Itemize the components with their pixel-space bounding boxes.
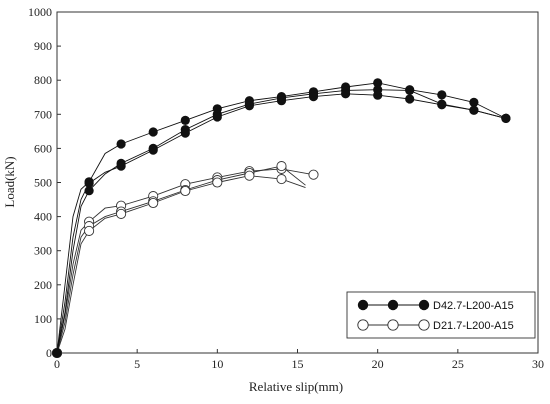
y-tick-label: 300: [34, 244, 52, 258]
open-data-point: [180, 185, 191, 197]
open-data-point: [244, 170, 255, 181]
y-tick-label: 0: [46, 346, 52, 360]
y-tick-label: 800: [34, 73, 52, 87]
filled-data-point: [373, 78, 383, 88]
y-tick-label: 200: [34, 278, 52, 292]
open-data-point: [84, 225, 95, 236]
y-tick-label: 400: [34, 210, 52, 224]
legend-filled-circle-marker: [357, 299, 369, 311]
filled-data-point: [52, 348, 62, 358]
x-axis-label: Relative slip(mm): [249, 379, 343, 394]
filled-data-point: [180, 128, 190, 138]
legend-entry-d21: D21.7-L200-A15: [357, 319, 514, 332]
y-tick-label: 700: [34, 107, 52, 121]
axis-ticks: 0 5 10 15 20 25 300100200300400500600700800900…: [28, 5, 544, 371]
open-data-point: [276, 174, 287, 185]
filled-data-point: [116, 161, 126, 171]
filled-data-point: [84, 186, 94, 196]
legend-open-circle-marker: [387, 319, 399, 331]
filled-data-point: [308, 92, 319, 102]
y-tick-label: 100: [34, 312, 52, 326]
series-D21.7-L200-A15: [51, 161, 319, 359]
x-tick-label: 5: [134, 357, 140, 371]
filled-data-point: [341, 89, 351, 99]
filled-data-point: [469, 105, 479, 115]
legend-label-d21: D21.7-L200-A15: [433, 320, 514, 332]
filled-data-point: [84, 178, 94, 188]
x-tick-label: 20: [372, 357, 384, 371]
x-tick-label: 10: [211, 357, 223, 371]
data-curves: [51, 78, 511, 359]
open-data-point: [148, 197, 159, 209]
filled-data-point: [501, 113, 511, 123]
filled-data-point: [180, 115, 190, 125]
y-tick-label: 600: [34, 141, 52, 155]
filled-data-point: [148, 145, 158, 155]
legend-open-circle-marker: [418, 319, 430, 331]
legend-filled-circle-marker: [418, 299, 430, 311]
open-series-line-2: [56, 165, 306, 354]
series-D42.7-L200-A15: [52, 78, 511, 358]
legend-label-d42: D42.7-L200-A15: [433, 300, 514, 312]
x-tick-label: 0: [54, 357, 60, 371]
filled-data-point: [244, 101, 254, 111]
filled-data-point: [437, 100, 447, 110]
filled-data-point: [212, 112, 222, 122]
x-tick-label: 25: [452, 357, 464, 371]
legend-entry-d42: D42.7-L200-A15: [357, 299, 514, 312]
open-data-point: [212, 177, 223, 188]
filled-data-point: [148, 127, 158, 137]
open-data-point: [308, 169, 319, 180]
open-data-point: [116, 208, 127, 219]
x-tick-label: 30: [532, 357, 544, 371]
y-axis-label: Load(kN): [2, 156, 17, 207]
legend-open-circle-marker: [357, 319, 369, 331]
filled-data-point: [469, 97, 479, 107]
filled-data-point: [116, 139, 126, 149]
filled-data-point: [437, 90, 447, 100]
legend-box: [346, 291, 536, 339]
y-tick-label: 500: [34, 176, 52, 190]
open-series-line-3: [56, 175, 306, 354]
x-tick-label: 15: [292, 357, 304, 371]
filled-data-point: [405, 94, 415, 104]
filled-data-point: [276, 96, 287, 106]
open-series-line-1: [56, 168, 314, 354]
y-tick-label: 900: [34, 39, 52, 53]
filled-data-point: [373, 90, 383, 100]
legend-filled-circle-marker: [387, 299, 399, 311]
filled-data-point: [405, 85, 415, 95]
open-data-point: [276, 161, 287, 172]
legend: D42.7-L200-A15 D21.7-L200-A15: [346, 291, 536, 339]
y-tick-label: 1000: [28, 5, 52, 19]
